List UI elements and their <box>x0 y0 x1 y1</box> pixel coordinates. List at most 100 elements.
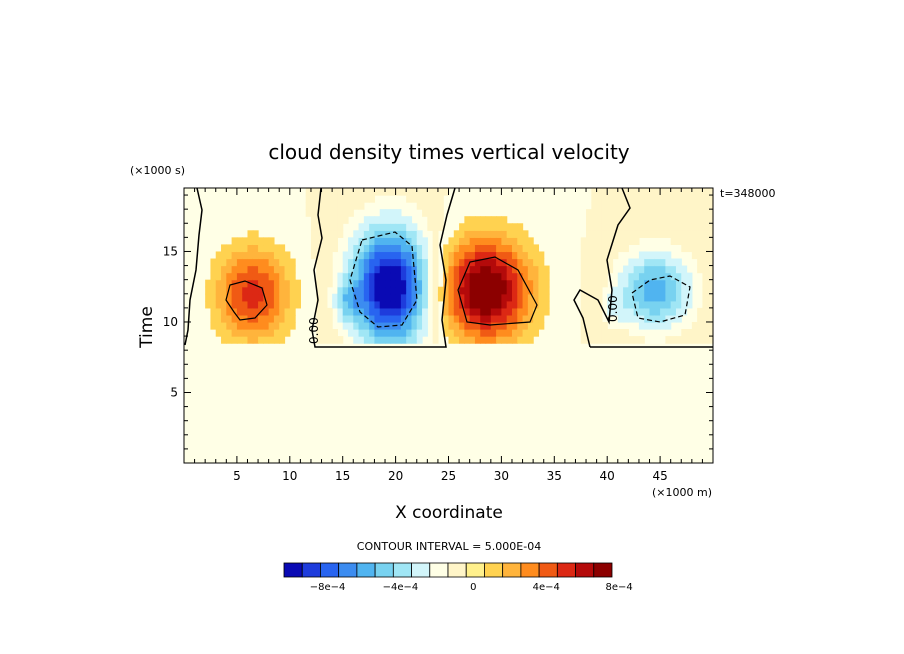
heatmap-cell <box>263 293 270 302</box>
heatmap-cell <box>707 251 714 260</box>
heatmap-cell <box>432 286 439 295</box>
heatmap-cell <box>675 230 682 238</box>
heatmap-cell <box>533 286 540 295</box>
heatmap-cell <box>316 336 323 344</box>
heatmap-cell <box>443 321 450 330</box>
heatmap-cell <box>707 314 714 323</box>
heatmap-cell <box>432 223 439 231</box>
heatmap-cell <box>638 188 645 196</box>
heatmap-cell <box>649 293 656 302</box>
heatmap-cell <box>358 314 365 323</box>
heatmap-cell <box>247 230 254 238</box>
heatmap-cell <box>591 202 598 210</box>
heatmap-cell <box>633 265 640 274</box>
heatmap-cell <box>437 216 444 224</box>
heatmap-cell <box>649 188 656 196</box>
heatmap-cell <box>273 265 280 274</box>
heatmap-cell <box>236 258 243 267</box>
heatmap-cell <box>644 300 651 309</box>
heatmap-cell <box>332 209 339 217</box>
heatmap-cell <box>644 216 651 224</box>
heatmap-cell <box>681 223 688 231</box>
heatmap-cell <box>506 244 513 253</box>
heatmap-cell <box>332 230 339 238</box>
heatmap-cell <box>358 279 365 288</box>
colorbar: −8e−4 −4e−4 0 4e−4 8e−4 <box>283 562 633 593</box>
colorbar-swatch <box>575 562 595 578</box>
heatmap-cell <box>654 209 661 217</box>
heatmap-cell <box>358 307 365 316</box>
heatmap-cell <box>501 251 508 260</box>
heatmap-cell <box>432 216 439 224</box>
heatmap-cell <box>623 223 629 231</box>
heatmap-cell <box>385 265 391 274</box>
heatmap-cell <box>538 279 545 288</box>
heatmap-cell <box>273 321 280 330</box>
heatmap-cell <box>422 307 428 316</box>
heatmap-cell <box>638 251 645 260</box>
heatmap-cell <box>601 216 608 224</box>
heatmap-cell <box>644 230 651 238</box>
heatmap-cell <box>464 300 471 309</box>
heatmap-cell <box>464 230 471 238</box>
heatmap-cell <box>654 314 661 323</box>
heatmap-cell <box>284 258 291 267</box>
heatmap-cell <box>385 251 391 260</box>
heatmap-cell <box>279 307 286 316</box>
heatmap-cell <box>601 336 608 344</box>
y-tick-label: 5 <box>170 385 178 399</box>
heatmap-cell <box>538 272 545 281</box>
heatmap-cell <box>511 307 518 316</box>
heatmap-cell <box>675 188 682 196</box>
heatmap-cell <box>310 251 317 260</box>
heatmap-cell <box>644 279 651 288</box>
colorbar-tick-label: 0 <box>470 582 476 593</box>
heatmap-cell <box>443 286 450 295</box>
heatmap-cell <box>385 286 391 295</box>
heatmap-cell <box>702 336 709 344</box>
heatmap-cell <box>665 195 672 203</box>
heatmap-cell <box>469 251 476 260</box>
heatmap-cell <box>596 293 603 302</box>
heatmap-cell <box>665 216 672 224</box>
heatmap-cell <box>448 258 455 267</box>
heatmap-cell <box>702 321 709 330</box>
heatmap-cell <box>665 279 672 288</box>
heatmap-cell <box>258 265 264 274</box>
heatmap-cell <box>416 293 423 302</box>
heatmap-cell <box>617 300 624 309</box>
heatmap-cell <box>390 286 397 295</box>
heatmap-cell <box>347 329 354 337</box>
heatmap-cell <box>501 329 508 337</box>
heatmap-cell <box>527 272 534 281</box>
heatmap-cell <box>390 336 397 344</box>
heatmap-cell <box>369 237 376 246</box>
heatmap-cell <box>543 265 550 274</box>
heatmap-cell <box>390 251 397 260</box>
heatmap-cell <box>221 336 227 344</box>
heatmap-cell <box>379 336 386 344</box>
heatmap-cell <box>443 314 450 323</box>
heatmap-cell <box>337 279 344 288</box>
heatmap-cell <box>369 300 376 309</box>
heatmap-cell <box>628 216 635 224</box>
heatmap-cell <box>490 244 497 253</box>
heatmap-cell <box>490 279 497 288</box>
heatmap-cell <box>379 188 386 196</box>
heatmap-cell <box>511 258 518 267</box>
heatmap-cell <box>511 244 518 253</box>
heatmap-cell <box>437 223 444 231</box>
colorbar-swatch <box>502 562 522 578</box>
heatmap-cell <box>660 265 666 274</box>
heatmap-cell <box>649 279 656 288</box>
heatmap-cell <box>448 307 455 316</box>
colorbar-swatch <box>465 562 485 578</box>
heatmap-cell <box>332 216 339 224</box>
heatmap-cell <box>596 209 603 217</box>
heatmap-cell <box>623 300 629 309</box>
heatmap-cell <box>316 279 323 288</box>
heatmap-cell <box>353 293 360 302</box>
heatmap-cell <box>210 286 217 295</box>
heatmap-cell <box>665 265 672 274</box>
heatmap-cell <box>649 216 656 224</box>
